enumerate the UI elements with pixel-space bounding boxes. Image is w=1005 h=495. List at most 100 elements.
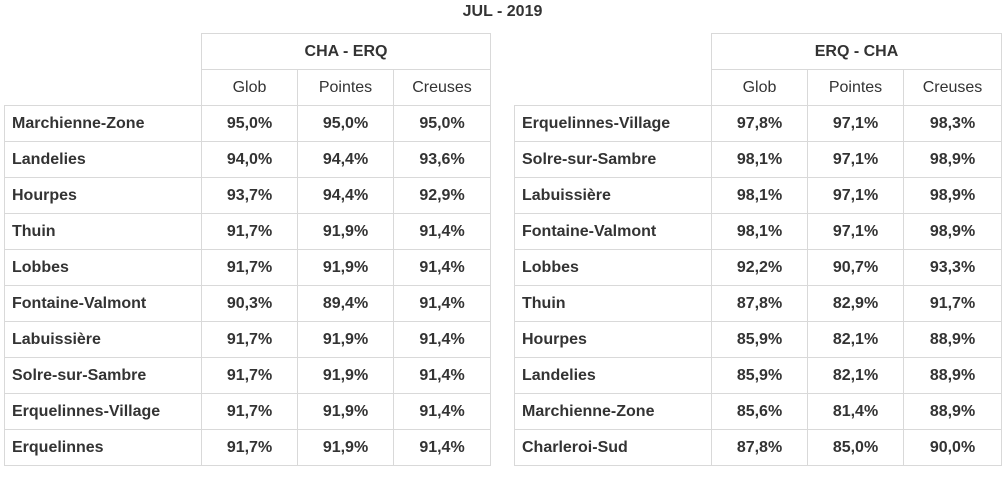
station-name-cell: Fontaine-Valmont	[514, 213, 712, 250]
table-row: Thuin 91,7% 91,9% 91,4%	[4, 213, 491, 250]
station-name-cell: Erquelinnes-Village	[4, 393, 202, 430]
station-name-cell: Solre-sur-Sambre	[514, 141, 712, 178]
column-header-glob: Glob	[201, 69, 298, 106]
creuses-value-cell: 88,9%	[903, 357, 1002, 394]
glob-value-cell: 92,2%	[711, 249, 808, 286]
table-body: Marchienne-Zone 95,0% 95,0% 95,0% Landelies 9…	[4, 105, 491, 466]
table-row: Labuissière 98,1% 97,1% 98,9%	[514, 177, 1002, 214]
glob-value-cell: 90,3%	[201, 285, 298, 322]
pointes-value-cell: 97,1%	[807, 105, 904, 142]
table-cha-erq: CHA - ERQ Glob Pointes Creuses Marchienn…	[4, 33, 491, 466]
creuses-value-cell: 93,6%	[393, 141, 491, 178]
glob-value-cell: 91,7%	[201, 213, 298, 250]
creuses-value-cell: 93,3%	[903, 249, 1002, 286]
pointes-value-cell: 91,9%	[297, 357, 394, 394]
corner-cell	[514, 33, 712, 70]
column-header-glob: Glob	[711, 69, 808, 106]
creuses-value-cell: 88,9%	[903, 393, 1002, 430]
creuses-value-cell: 91,4%	[393, 321, 491, 358]
glob-value-cell: 85,6%	[711, 393, 808, 430]
table-row: Hourpes 85,9% 82,1% 88,9%	[514, 321, 1002, 358]
column-header-row: Glob Pointes Creuses	[4, 69, 491, 106]
glob-value-cell: 94,0%	[201, 141, 298, 178]
station-name-cell: Landelies	[4, 141, 202, 178]
creuses-value-cell: 91,4%	[393, 393, 491, 430]
station-name-cell: Fontaine-Valmont	[4, 285, 202, 322]
station-name-cell: Thuin	[4, 213, 202, 250]
creuses-value-cell: 91,4%	[393, 357, 491, 394]
glob-value-cell: 87,8%	[711, 285, 808, 322]
creuses-value-cell: 90,0%	[903, 429, 1002, 466]
glob-value-cell: 87,8%	[711, 429, 808, 466]
station-name-cell: Thuin	[514, 285, 712, 322]
pointes-value-cell: 97,1%	[807, 213, 904, 250]
table-row: Charleroi-Sud 87,8% 85,0% 90,0%	[514, 429, 1002, 466]
column-header-row: Glob Pointes Creuses	[514, 69, 1002, 106]
table-erq-cha: ERQ - CHA Glob Pointes Creuses Erquelinn…	[514, 33, 1002, 466]
pointes-value-cell: 91,9%	[297, 429, 394, 466]
creuses-value-cell: 91,7%	[903, 285, 1002, 322]
pointes-value-cell: 91,9%	[297, 249, 394, 286]
table-row: Marchienne-Zone 85,6% 81,4% 88,9%	[514, 393, 1002, 430]
glob-value-cell: 98,1%	[711, 213, 808, 250]
station-name-cell: Lobbes	[4, 249, 202, 286]
creuses-value-cell: 91,4%	[393, 213, 491, 250]
creuses-value-cell: 95,0%	[393, 105, 491, 142]
pointes-value-cell: 97,1%	[807, 177, 904, 214]
page-title: JUL - 2019	[462, 3, 543, 20]
station-name-cell: Marchienne-Zone	[4, 105, 202, 142]
station-name-cell: Solre-sur-Sambre	[4, 357, 202, 394]
pointes-value-cell: 82,1%	[807, 321, 904, 358]
table-row: Marchienne-Zone 95,0% 95,0% 95,0%	[4, 105, 491, 142]
glob-value-cell: 97,8%	[711, 105, 808, 142]
station-name-cell: Landelies	[514, 357, 712, 394]
table-row: Landelies 85,9% 82,1% 88,9%	[514, 357, 1002, 394]
pointes-value-cell: 94,4%	[297, 177, 394, 214]
column-header-creuses: Creuses	[393, 69, 491, 106]
table-row: Thuin 87,8% 82,9% 91,7%	[514, 285, 1002, 322]
table-row: Fontaine-Valmont 98,1% 97,1% 98,9%	[514, 213, 1002, 250]
pointes-value-cell: 95,0%	[297, 105, 394, 142]
corner-cell	[4, 69, 202, 106]
pointes-value-cell: 85,0%	[807, 429, 904, 466]
pointes-value-cell: 91,9%	[297, 393, 394, 430]
station-name-cell: Hourpes	[4, 177, 202, 214]
glob-value-cell: 91,7%	[201, 393, 298, 430]
creuses-value-cell: 91,4%	[393, 249, 491, 286]
glob-value-cell: 91,7%	[201, 321, 298, 358]
pointes-value-cell: 97,1%	[807, 141, 904, 178]
table-row: Lobbes 91,7% 91,9% 91,4%	[4, 249, 491, 286]
table-row: Landelies 94,0% 94,4% 93,6%	[4, 141, 491, 178]
pointes-value-cell: 82,9%	[807, 285, 904, 322]
station-name-cell: Lobbes	[514, 249, 712, 286]
pointes-value-cell: 81,4%	[807, 393, 904, 430]
station-name-cell: Marchienne-Zone	[514, 393, 712, 430]
pointes-value-cell: 91,9%	[297, 213, 394, 250]
table-row: Labuissière 91,7% 91,9% 91,4%	[4, 321, 491, 358]
creuses-value-cell: 98,3%	[903, 105, 1002, 142]
group-header-row: CHA - ERQ	[4, 33, 491, 70]
table-row: Hourpes 93,7% 94,4% 92,9%	[4, 177, 491, 214]
pointes-value-cell: 94,4%	[297, 141, 394, 178]
table-row: Lobbes 92,2% 90,7% 93,3%	[514, 249, 1002, 286]
pointes-value-cell: 82,1%	[807, 357, 904, 394]
group-header-row: ERQ - CHA	[514, 33, 1002, 70]
column-header-creuses: Creuses	[903, 69, 1002, 106]
glob-value-cell: 91,7%	[201, 357, 298, 394]
glob-value-cell: 91,7%	[201, 249, 298, 286]
station-name-cell: Erquelinnes-Village	[514, 105, 712, 142]
group-header: ERQ - CHA	[711, 33, 1002, 70]
creuses-value-cell: 88,9%	[903, 321, 1002, 358]
pointes-value-cell: 89,4%	[297, 285, 394, 322]
column-header-pointes: Pointes	[297, 69, 394, 106]
creuses-value-cell: 98,9%	[903, 177, 1002, 214]
station-name-cell: Labuissière	[4, 321, 202, 358]
glob-value-cell: 95,0%	[201, 105, 298, 142]
glob-value-cell: 91,7%	[201, 429, 298, 466]
column-header-pointes: Pointes	[807, 69, 904, 106]
station-name-cell: Hourpes	[514, 321, 712, 358]
table-row: Solre-sur-Sambre 91,7% 91,9% 91,4%	[4, 357, 491, 394]
creuses-value-cell: 91,4%	[393, 285, 491, 322]
creuses-value-cell: 98,9%	[903, 213, 1002, 250]
glob-value-cell: 98,1%	[711, 141, 808, 178]
